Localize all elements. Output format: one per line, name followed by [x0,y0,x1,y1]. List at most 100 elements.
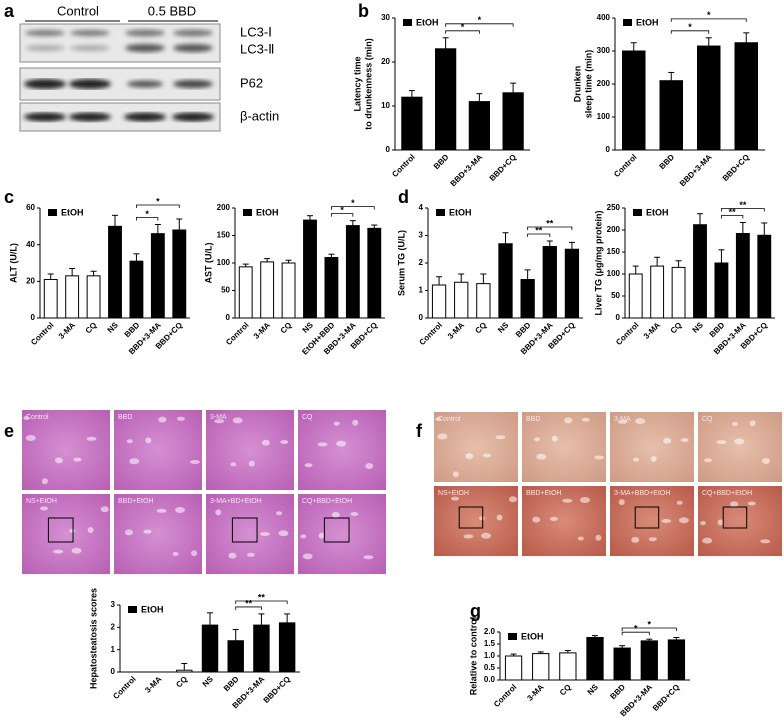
bar [640,640,658,681]
bar [757,234,772,319]
vessel [350,512,359,516]
x-tick-label: NS [496,320,511,335]
bar [735,233,750,319]
micrograph [434,412,518,482]
vessel [452,471,459,478]
vessel [481,532,492,539]
legend-label: EtOH [521,631,544,641]
vessel [730,501,739,508]
vessel [617,419,628,424]
vessel [731,421,738,426]
vessel [663,437,672,444]
x-tick-label: Control [492,683,518,709]
vessel [482,453,491,458]
x-tick-label: CQ [558,683,573,698]
vessel [536,453,547,460]
micrograph-label: 3-MA+BBD+EtOH [614,490,670,497]
x-tick-label: CQ [669,321,684,336]
y-axis-title: Hepatosteatosis scores [88,588,98,689]
band-label: LC3-Ⅱ [240,41,275,56]
x-tick-label: BBD [608,682,627,701]
vessel [716,440,727,445]
vessel [352,419,359,426]
significance-label: * [156,196,160,206]
y-tick-label: 0 [606,145,611,154]
y-axis-title: Serum TG (U/L) [396,230,406,296]
x-tick-label: BBD+CQ [262,675,292,705]
vessel [336,440,347,447]
vessel [595,534,602,541]
legend-swatch [508,633,517,640]
panel-letter: e [4,421,14,441]
y-tick-label: 250 [607,203,621,212]
vessel [261,439,270,446]
bar [498,243,513,319]
vessel [172,552,179,556]
vessel [246,552,255,557]
vessel [437,433,448,440]
x-tick-label: 3-MA [252,320,272,340]
vessel [363,555,374,560]
y-tick-label: 100 [217,258,231,267]
significance-label: ** [258,592,266,602]
vessel [700,521,707,526]
vessel [228,552,237,559]
vessel [145,437,152,444]
significance-bracket [331,213,354,217]
bar [431,284,447,319]
y-axis-title: Relative to control [468,617,478,696]
panel-letter: g [470,601,481,621]
y-tick-label: 150 [217,231,231,240]
y-tick-label: 10 [381,101,390,110]
y-tick-label: 20 [381,57,390,66]
y-tick-label: 50 [221,286,230,295]
significance-bracket [621,627,677,631]
micrograph [298,410,386,490]
vessel [23,416,30,420]
vessel [278,530,289,537]
x-tick-label: CQ [473,321,488,336]
vessel [69,528,76,533]
y-tick-label: 0 [419,313,424,322]
band-label: LC3-Ⅰ [240,24,272,39]
vessel [762,458,771,464]
vessel [40,506,48,511]
bar [260,261,275,319]
x-tick-label: NS [301,320,316,335]
micrograph-label: NS+EtOH [438,490,469,497]
micrograph-label: CQ+BBD+EtOH [302,498,352,505]
significance-label: * [688,22,692,32]
bar [201,624,219,673]
significance-label: * [340,205,344,215]
significance-bracket [621,631,650,636]
vessel [549,516,558,521]
y-tick-label: 0.0 [484,675,496,684]
micrograph-label: BBD+EtOH [118,498,154,505]
vessel [551,435,558,442]
vessel [156,508,167,513]
bar [693,224,707,319]
y-tick-label: 100 [607,269,621,278]
x-tick-label: Control [612,153,638,179]
y-tick-label: 40 [26,240,35,249]
y-tick-label: 300 [597,46,611,55]
x-tick-label: BBD [222,674,241,693]
vessel [564,417,573,424]
vessel [230,462,237,467]
micrograph-label: Control [26,414,49,421]
micrograph [114,410,202,490]
micrograph-label: BBD [118,414,132,421]
vessel [158,416,167,423]
vessel [331,511,340,518]
vessel [25,435,36,441]
vessel [318,532,325,539]
x-tick-label: 3-MA [57,320,77,340]
micrograph-label: 3-MA [210,414,227,421]
bar [659,80,683,151]
bar [401,96,423,151]
x-tick-label: BBD+CQ [721,153,751,183]
vessel [618,499,625,506]
micrograph [434,486,518,556]
vessel [532,516,541,523]
micrograph [22,410,110,490]
